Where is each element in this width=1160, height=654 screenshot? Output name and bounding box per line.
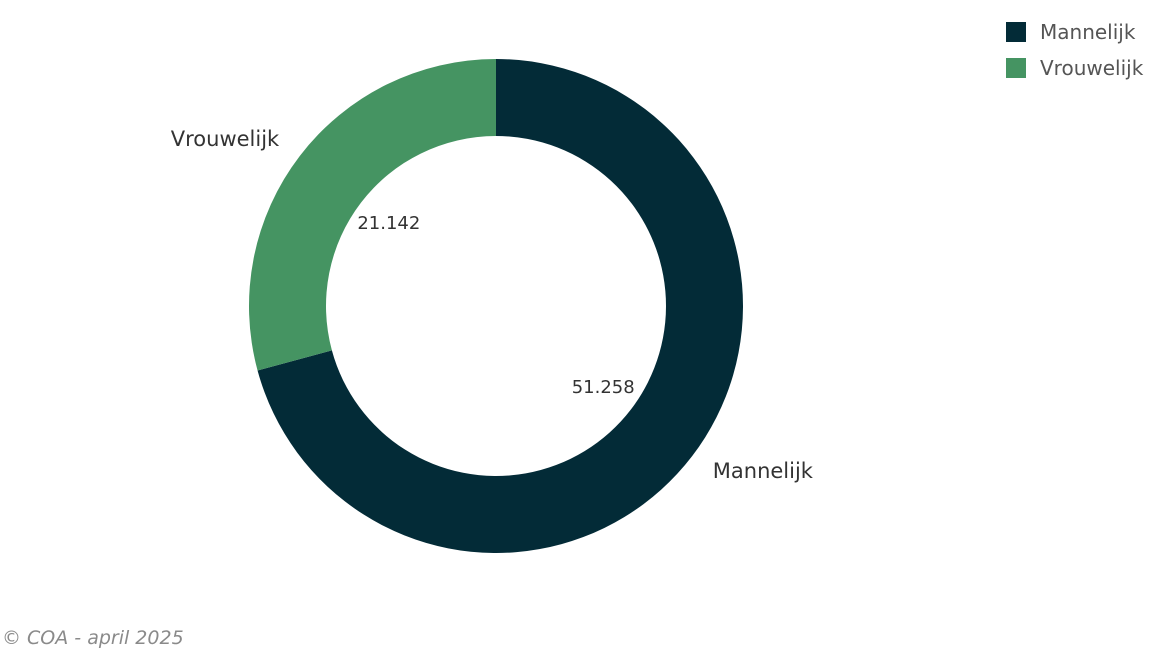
legend-swatch-mannelijk: [1006, 22, 1026, 42]
legend-label-vrouwelijk: Vrouwelijk: [1040, 56, 1144, 80]
legend-item-mannelijk[interactable]: Mannelijk: [1006, 14, 1143, 50]
category-label-vrouwelijk: Vrouwelijk: [171, 127, 280, 151]
value-label-mannelijk: 51.258: [572, 377, 635, 398]
value-label-vrouwelijk: 21.142: [357, 213, 420, 234]
category-label-mannelijk: Mannelijk: [713, 459, 814, 483]
legend-item-vrouwelijk[interactable]: Vrouwelijk: [1006, 50, 1143, 86]
slice-mannelijk[interactable]: [257, 59, 743, 554]
legend-swatch-vrouwelijk: [1006, 58, 1026, 78]
legend-label-mannelijk: Mannelijk: [1040, 20, 1136, 44]
chart-legend: Mannelijk Vrouwelijk: [1006, 14, 1143, 86]
slice-vrouwelijk[interactable]: [248, 59, 496, 371]
copyright-footer: © COA - april 2025: [2, 627, 184, 649]
